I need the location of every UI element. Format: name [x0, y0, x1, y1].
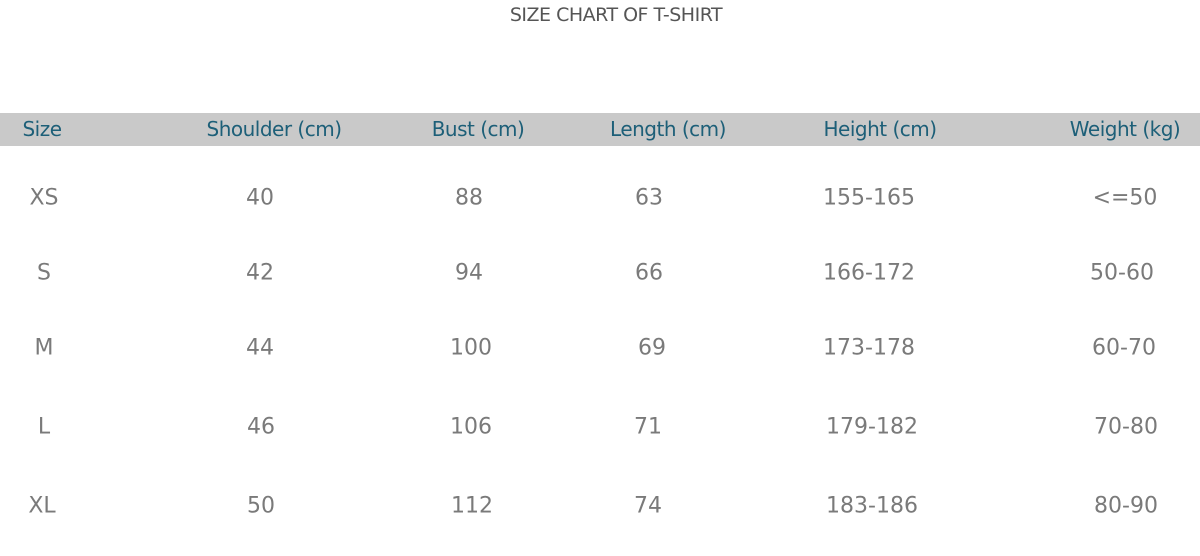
- cell-bust-cm: 100: [450, 335, 492, 361]
- cell-length-cm: 63: [635, 185, 663, 211]
- table-header-band: [0, 113, 1200, 146]
- cell-height-cm: 183-186: [826, 493, 918, 519]
- cell-shoulder-cm: 44: [246, 335, 274, 361]
- cell-weight-kg: <=50: [1092, 185, 1158, 211]
- cell-weight-kg: 80-90: [1094, 493, 1158, 519]
- cell-length-cm: 69: [638, 335, 666, 361]
- cell-bust-cm: 94: [455, 260, 483, 286]
- cell-bust-cm: 112: [451, 493, 493, 519]
- cell-height-cm: 166-172: [823, 260, 915, 286]
- cell-bust-cm: 106: [450, 414, 492, 440]
- cell-size: S: [37, 260, 51, 286]
- column-header-weight-kg: Weight (kg): [1069, 117, 1181, 141]
- cell-size: XS: [29, 185, 59, 211]
- cell-size: XL: [28, 493, 56, 519]
- column-header-shoulder-cm: Shoulder (cm): [206, 117, 342, 141]
- cell-weight-kg: 70-80: [1094, 414, 1158, 440]
- column-header-height-cm: Height (cm): [823, 117, 937, 141]
- cell-length-cm: 74: [634, 493, 662, 519]
- column-header-bust-cm: Bust (cm): [431, 117, 525, 141]
- cell-weight-kg: 60-70: [1092, 335, 1156, 361]
- cell-shoulder-cm: 50: [247, 493, 275, 519]
- cell-length-cm: 66: [635, 260, 663, 286]
- cell-height-cm: 173-178: [823, 335, 915, 361]
- cell-shoulder-cm: 42: [246, 260, 274, 286]
- cell-height-cm: 155-165: [823, 185, 915, 211]
- cell-shoulder-cm: 40: [246, 185, 274, 211]
- cell-size: L: [37, 414, 51, 440]
- cell-height-cm: 179-182: [826, 414, 918, 440]
- page-title: SIZE CHART OF T-SHIRT: [509, 4, 723, 26]
- cell-weight-kg: 50-60: [1090, 260, 1154, 286]
- column-header-length-cm: Length (cm): [610, 117, 726, 141]
- cell-bust-cm: 88: [455, 185, 483, 211]
- cell-size: M: [34, 335, 54, 361]
- cell-shoulder-cm: 46: [247, 414, 275, 440]
- column-header-size: Size: [22, 117, 62, 141]
- cell-length-cm: 71: [634, 414, 662, 440]
